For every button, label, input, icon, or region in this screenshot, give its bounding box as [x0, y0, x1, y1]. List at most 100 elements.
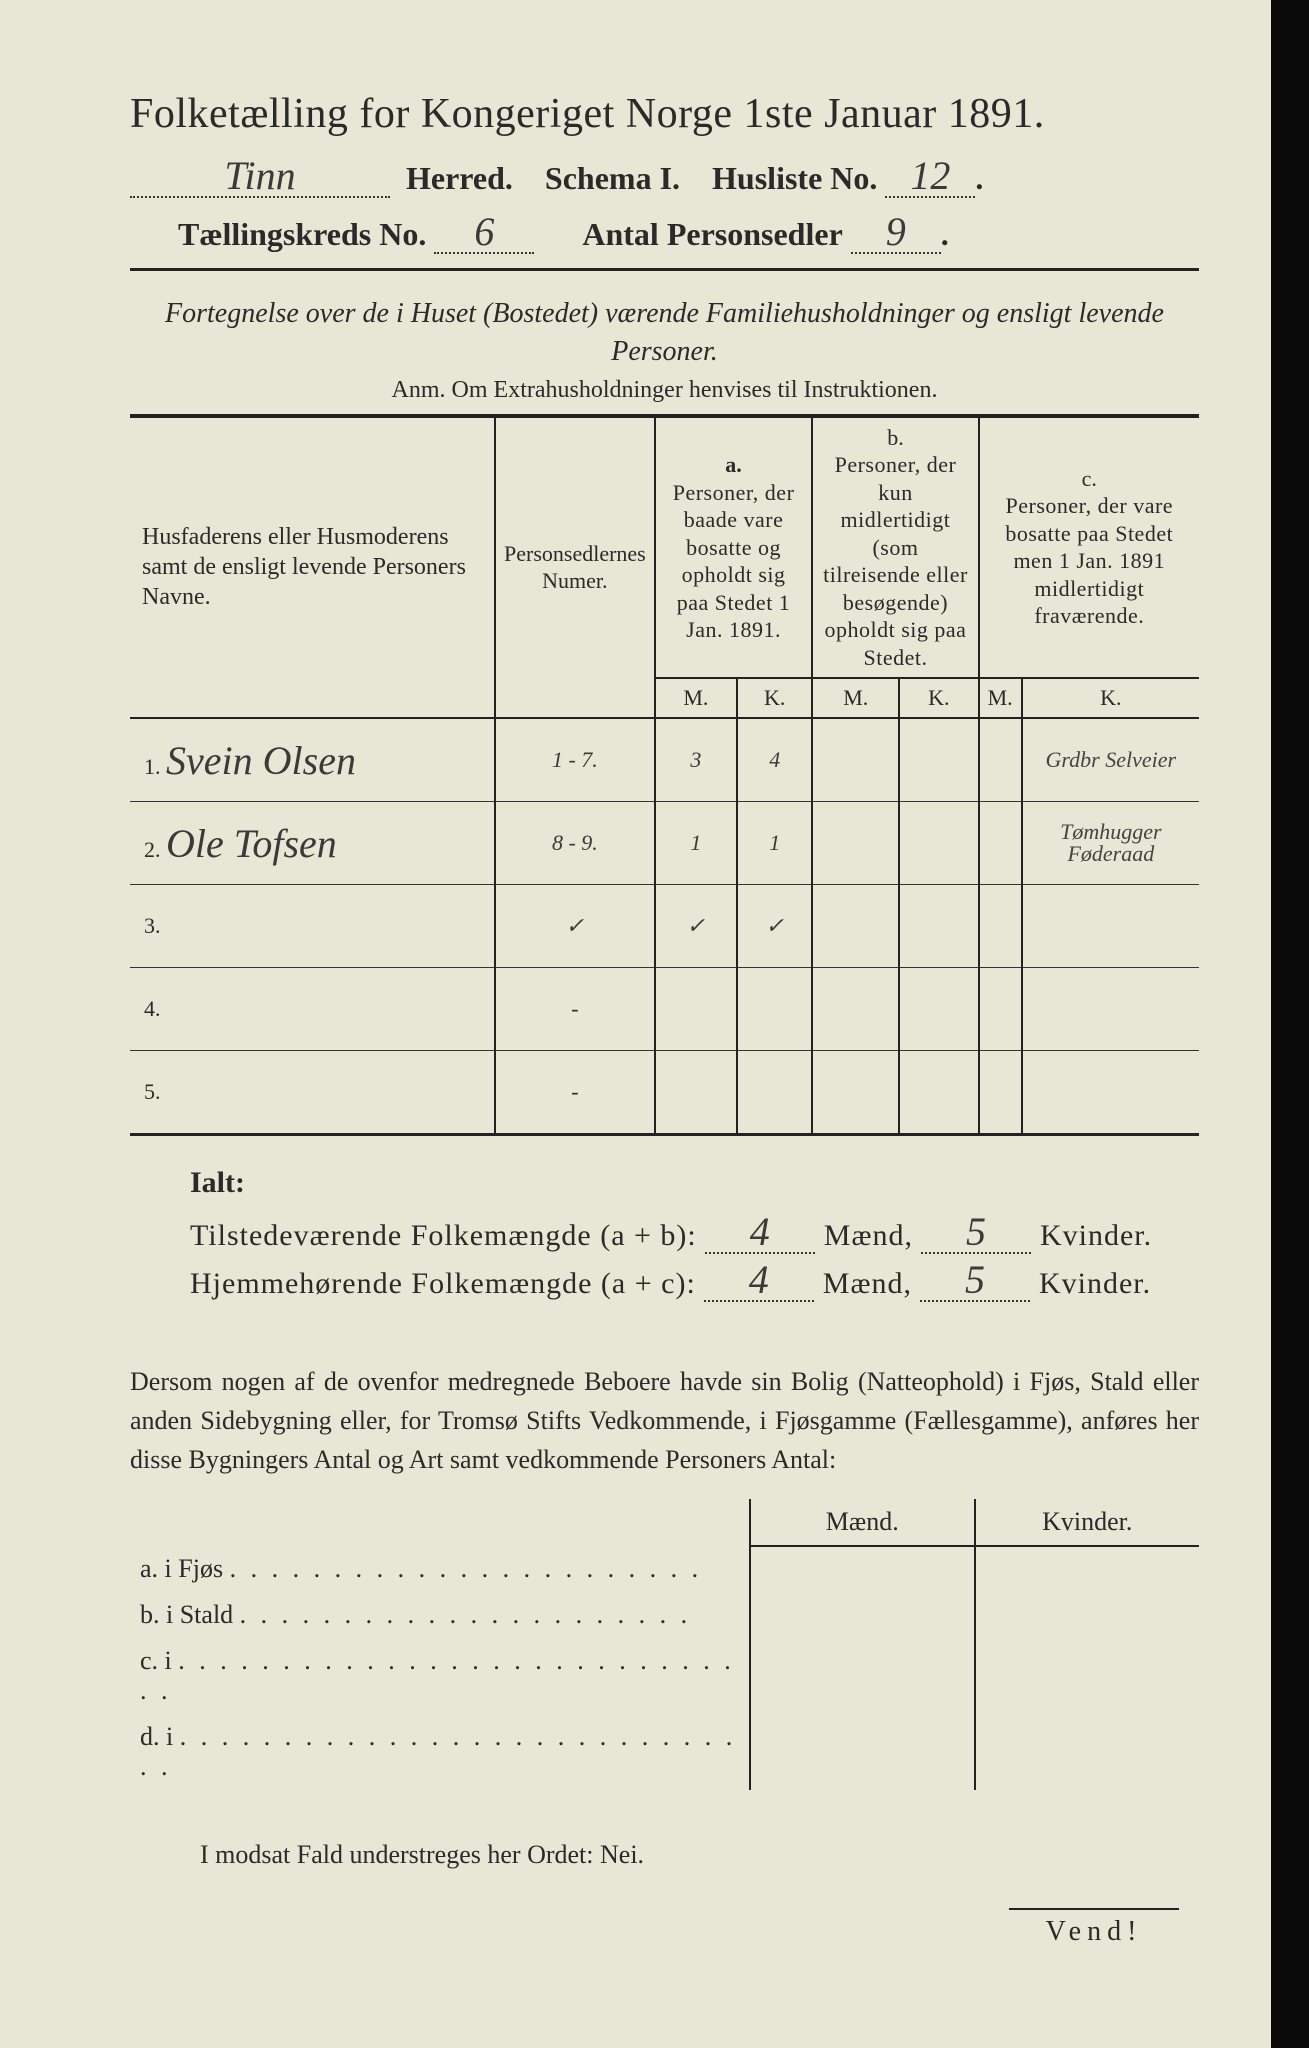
row-num: 2.	[144, 837, 161, 862]
row-num: 3.	[144, 913, 161, 938]
main-title: Folketælling for Kongeriget Norge 1ste J…	[130, 90, 1199, 138]
row-num: 5.	[144, 1079, 161, 1104]
row-aK: 1	[737, 802, 812, 885]
b-m: M.	[812, 678, 899, 718]
build-row: b. i Stald . . . . . . . . . . . . . . .…	[130, 1592, 1199, 1638]
row-remark: Grdbr Selveier	[1022, 718, 1199, 802]
modsat-line: I modsat Fald understreges her Ordet: Ne…	[200, 1840, 1199, 1870]
total2-label: Hjemmehørende Folkemængde (a + c):	[190, 1267, 696, 1300]
col-names-header: Husfaderens eller Husmoderens samt de en…	[130, 416, 495, 719]
header-line-3: Tællingskreds No. 6 Antal Personsedler 9…	[130, 212, 1199, 254]
kreds-label: Tællingskreds No.	[178, 216, 426, 252]
antal-value: 9	[851, 212, 941, 254]
husliste-value: 12	[885, 156, 975, 198]
b-k: K.	[899, 678, 978, 718]
col-b-tag: b.	[821, 424, 969, 452]
title-prefix: Folketælling for Kongeriget Norge 1ste J…	[130, 91, 937, 137]
row-personsedler: 1 - 7.	[495, 718, 655, 802]
table-row: 5. -	[130, 1051, 1199, 1135]
total-line-2: Hjemmehørende Folkemængde (a + c): 4 Mæn…	[190, 1260, 1199, 1302]
header-line-2: Tinn Herred. Schema I. Husliste No. 12.	[130, 156, 1199, 198]
build-row: d. i . . . . . . . . . . . . . . . . . .…	[130, 1714, 1199, 1790]
table-row: 3. ✓ ✓ ✓	[130, 885, 1199, 968]
row-aK: 4	[737, 718, 812, 802]
row-cM	[979, 885, 1022, 968]
herred-value: Tinn	[130, 156, 390, 198]
row-remark: Tømhugger Føderaad	[1022, 802, 1199, 885]
table-row: 4. -	[130, 968, 1199, 1051]
a-k: K.	[737, 678, 812, 718]
row-aK	[737, 1051, 812, 1135]
row-cK	[1022, 885, 1199, 968]
col-c-text: Personer, der vare bosatte paa Stedet me…	[988, 492, 1191, 630]
row-bK	[899, 718, 978, 802]
household-table: Husfaderens eller Husmoderens samt de en…	[130, 414, 1199, 1137]
row-cM	[979, 802, 1022, 885]
build-kvinder-header: Kvinder.	[975, 1499, 1200, 1546]
dots: . . . . . . . . . . . . . . . . . . . . …	[140, 1722, 736, 1781]
total1-m: 4	[705, 1212, 815, 1254]
row-aK	[737, 968, 812, 1051]
total-line-1: Tilstedeværende Folkemængde (a + b): 4 M…	[190, 1212, 1199, 1254]
row-cK	[1022, 968, 1199, 1051]
row-aM: 3	[655, 718, 737, 802]
row-personsedler: 8 - 9.	[495, 802, 655, 885]
c-m: M.	[979, 678, 1022, 718]
row-num: 4.	[144, 996, 161, 1021]
col-b-text: Personer, der kun midlertidigt (som tilr…	[821, 451, 969, 671]
col-a-text: Personer, der baade vare bosatte og opho…	[664, 479, 804, 644]
build-maend-header: Mænd.	[750, 1499, 974, 1546]
a-m: M.	[655, 678, 737, 718]
dots: . . . . . . . . . . . . . . . . . . . . …	[240, 1600, 692, 1629]
table-row: 2. Ole Tofsen 8 - 9. 1 1 Tømhugger Føder…	[130, 802, 1199, 885]
build-row: c. i . . . . . . . . . . . . . . . . . .…	[130, 1638, 1199, 1714]
subtitle: Fortegnelse over de i Huset (Bostedet) v…	[130, 295, 1199, 371]
row-bK	[899, 802, 978, 885]
row-bM	[812, 802, 899, 885]
kvinder-label2: Kvinder.	[1039, 1267, 1151, 1300]
census-form-page: Folketælling for Kongeriget Norge 1ste J…	[0, 0, 1309, 2048]
total1-label: Tilstedeværende Folkemængde (a + b):	[190, 1219, 697, 1252]
row-bM	[812, 885, 899, 968]
scan-edge	[1271, 0, 1309, 2048]
col-a-header: a. Personer, der baade vare bosatte og o…	[655, 416, 813, 679]
antal-label: Antal Personsedler	[582, 216, 842, 252]
row-bK	[899, 968, 978, 1051]
row-num: 1.	[144, 754, 161, 779]
row-aM: ✓	[655, 885, 737, 968]
anm-note: Anm. Om Extrahusholdninger henvises til …	[130, 377, 1199, 404]
total1-k: 5	[921, 1212, 1031, 1254]
vend-label: Vend!	[1009, 1908, 1179, 1948]
building-paragraph: Dersom nogen af de ovenfor medregnede Be…	[130, 1362, 1199, 1479]
total2-k: 5	[920, 1260, 1030, 1302]
subtitle-text: Fortegnelse over de i Huset (Bostedet) v…	[165, 298, 1164, 367]
row-bM	[812, 968, 899, 1051]
col-numer-header: Personsedlernes Numer.	[495, 416, 655, 719]
maend-label2: Mænd,	[823, 1267, 912, 1300]
row-personsedler: ✓	[495, 885, 655, 968]
rule-1	[130, 268, 1199, 271]
row-aM	[655, 968, 737, 1051]
row-aM	[655, 1051, 737, 1135]
dots: . . . . . . . . . . . . . . . . . . . . …	[230, 1554, 703, 1583]
c-k: K.	[1022, 678, 1199, 718]
schema-label: Schema I.	[545, 160, 680, 196]
col-b-header: b. Personer, der kun midlertidigt (som t…	[812, 416, 978, 679]
row-cM	[979, 718, 1022, 802]
col-c-header: c. Personer, der vare bosatte paa Stedet…	[979, 416, 1199, 679]
row-name: Ole Tofsen	[166, 821, 337, 866]
build-row: a. i Fjøs . . . . . . . . . . . . . . . …	[130, 1546, 1199, 1592]
row-cK	[1022, 1051, 1199, 1135]
row-bK	[899, 1051, 978, 1135]
row-bM	[812, 1051, 899, 1135]
kvinder-label: Kvinder.	[1040, 1219, 1152, 1252]
row-aM: 1	[655, 802, 737, 885]
col-c-tag: c.	[988, 465, 1191, 493]
row-bM	[812, 718, 899, 802]
husliste-label: Husliste No.	[712, 160, 877, 196]
total2-m: 4	[704, 1260, 814, 1302]
building-table: Mænd. Kvinder. a. i Fjøs . . . . . . . .…	[130, 1499, 1199, 1790]
table-row: 1. Svein Olsen 1 - 7. 3 4 Grdbr Selveier	[130, 718, 1199, 802]
row-name: Svein Olsen	[166, 738, 356, 783]
row-cM	[979, 968, 1022, 1051]
